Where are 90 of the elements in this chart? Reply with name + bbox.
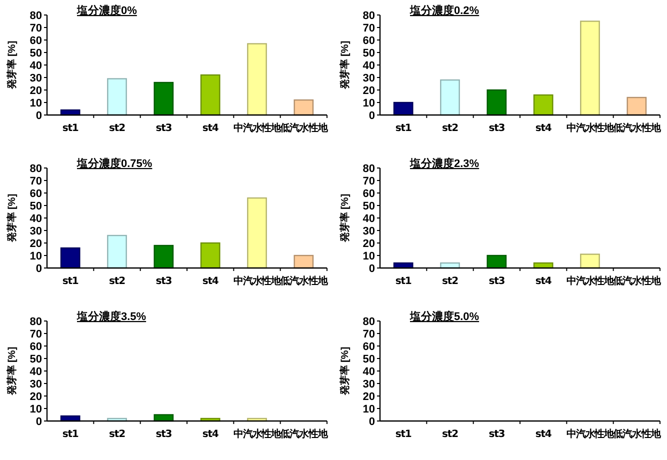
y-tick-label: 70: [30, 176, 42, 188]
y-tick-label: 60: [30, 35, 42, 47]
y-tick-label: 50: [30, 200, 42, 212]
y-tick-label: 30: [30, 72, 42, 84]
y-tick-label: 70: [362, 176, 375, 188]
x-tick-label: st1: [395, 429, 412, 440]
x-tick-label: st4: [535, 429, 552, 440]
y-tick-label: 20: [30, 85, 42, 97]
y-tick-label: 80: [362, 316, 375, 328]
x-tick-label: st3: [156, 123, 172, 134]
y-tick-label: 80: [30, 163, 42, 175]
y-tick-label: 50: [30, 354, 42, 366]
y-tick-label: 80: [30, 10, 42, 22]
y-tick-label: 70: [362, 22, 375, 34]
y-tick-label: 60: [362, 35, 375, 47]
x-tick-label: st4: [535, 276, 552, 287]
y-tick-label: 20: [362, 391, 375, 403]
x-tick-label: st2: [442, 276, 459, 287]
y-tick-label: 80: [362, 163, 375, 175]
y-tick-label: 50: [362, 354, 375, 366]
x-tick-label: st2: [109, 123, 126, 134]
x-tick-label: st4: [202, 429, 219, 440]
y-tick-label: 40: [362, 366, 375, 378]
y-tick-label: 30: [362, 72, 375, 84]
x-tick-label: st4: [202, 123, 219, 134]
y-tick-label: 30: [362, 226, 375, 238]
y-tick-label: 20: [362, 238, 375, 250]
x-tick-label: st1: [62, 429, 79, 440]
y-axis-title: 発芽率 [%]: [339, 40, 351, 90]
x-tick-label: st2: [442, 123, 459, 134]
y-tick-label: 40: [30, 213, 42, 225]
y-tick-label: 20: [30, 391, 42, 403]
x-tick-label: st2: [109, 429, 126, 440]
y-axis-title: 発芽率 [%]: [339, 194, 351, 244]
y-tick-label: 30: [30, 226, 42, 238]
x-tick-label: st1: [395, 123, 412, 134]
x-tick-label: st3: [156, 276, 172, 287]
chart-title: 塩分濃度2.3%: [409, 157, 480, 170]
y-tick-label: 0: [36, 110, 42, 122]
y-tick-label: 10: [362, 404, 375, 416]
y-tick-label: 60: [362, 341, 375, 353]
y-tick-label: 0: [36, 416, 42, 428]
y-tick-label: 10: [362, 98, 375, 110]
y-tick-label: 40: [362, 213, 375, 225]
x-tick-label: st2: [442, 429, 459, 440]
y-tick-label: 80: [362, 10, 375, 22]
chart-title: 塩分濃度0.75%: [76, 157, 152, 170]
x-tick-label: st4: [202, 276, 219, 287]
x-tick-label: st1: [62, 123, 79, 134]
chart-title: 塩分濃度0%: [76, 4, 138, 17]
y-tick-label: 50: [362, 200, 375, 212]
chart-title: 塩分濃度3.5%: [76, 310, 146, 323]
y-tick-label: 20: [362, 85, 375, 97]
y-tick-label: 40: [30, 366, 42, 378]
y-tick-label: 70: [362, 328, 375, 340]
x-tick-label: st3: [488, 123, 506, 134]
x-tick-label: st4: [535, 123, 552, 134]
x-tick-label: st2: [109, 276, 126, 287]
y-tick-label: 60: [30, 341, 42, 353]
x-tick-label: st1: [395, 276, 412, 287]
y-tick-label: 50: [30, 48, 42, 60]
y-tick-label: 0: [368, 416, 375, 428]
y-tick-label: 20: [30, 238, 42, 250]
y-axis-title: 発芽率 [%]: [339, 346, 351, 396]
y-axis-title: 発芽率 [%]: [6, 40, 18, 90]
y-tick-label: 0: [368, 110, 375, 122]
y-tick-label: 40: [30, 60, 42, 72]
x-tick-label: st3: [488, 429, 506, 440]
y-tick-label: 70: [30, 22, 42, 34]
y-tick-label: 60: [30, 188, 42, 200]
y-tick-label: 80: [30, 316, 42, 328]
y-axis-title: 発芽率 [%]: [6, 194, 18, 244]
y-tick-label: 60: [362, 188, 375, 200]
y-tick-label: 10: [30, 98, 42, 110]
chart-title: 塩分濃度0.2%: [409, 4, 480, 17]
y-axis-title: 発芽率 [%]: [6, 346, 18, 396]
y-tick-label: 10: [30, 250, 42, 262]
y-tick-label: 40: [362, 60, 375, 72]
y-tick-label: 70: [30, 328, 42, 340]
x-tick-label: st1: [62, 276, 79, 287]
y-tick-label: 30: [30, 378, 42, 390]
x-tick-label: st3: [156, 429, 172, 440]
y-tick-label: 0: [368, 263, 375, 275]
y-tick-label: 50: [362, 48, 375, 60]
x-tick-label: st3: [488, 276, 506, 287]
y-tick-label: 30: [362, 378, 375, 390]
chart-title: 塩分濃度5.0%: [409, 310, 480, 323]
y-tick-label: 10: [362, 250, 375, 262]
y-tick-label: 10: [30, 404, 42, 416]
y-tick-label: 0: [36, 263, 42, 275]
